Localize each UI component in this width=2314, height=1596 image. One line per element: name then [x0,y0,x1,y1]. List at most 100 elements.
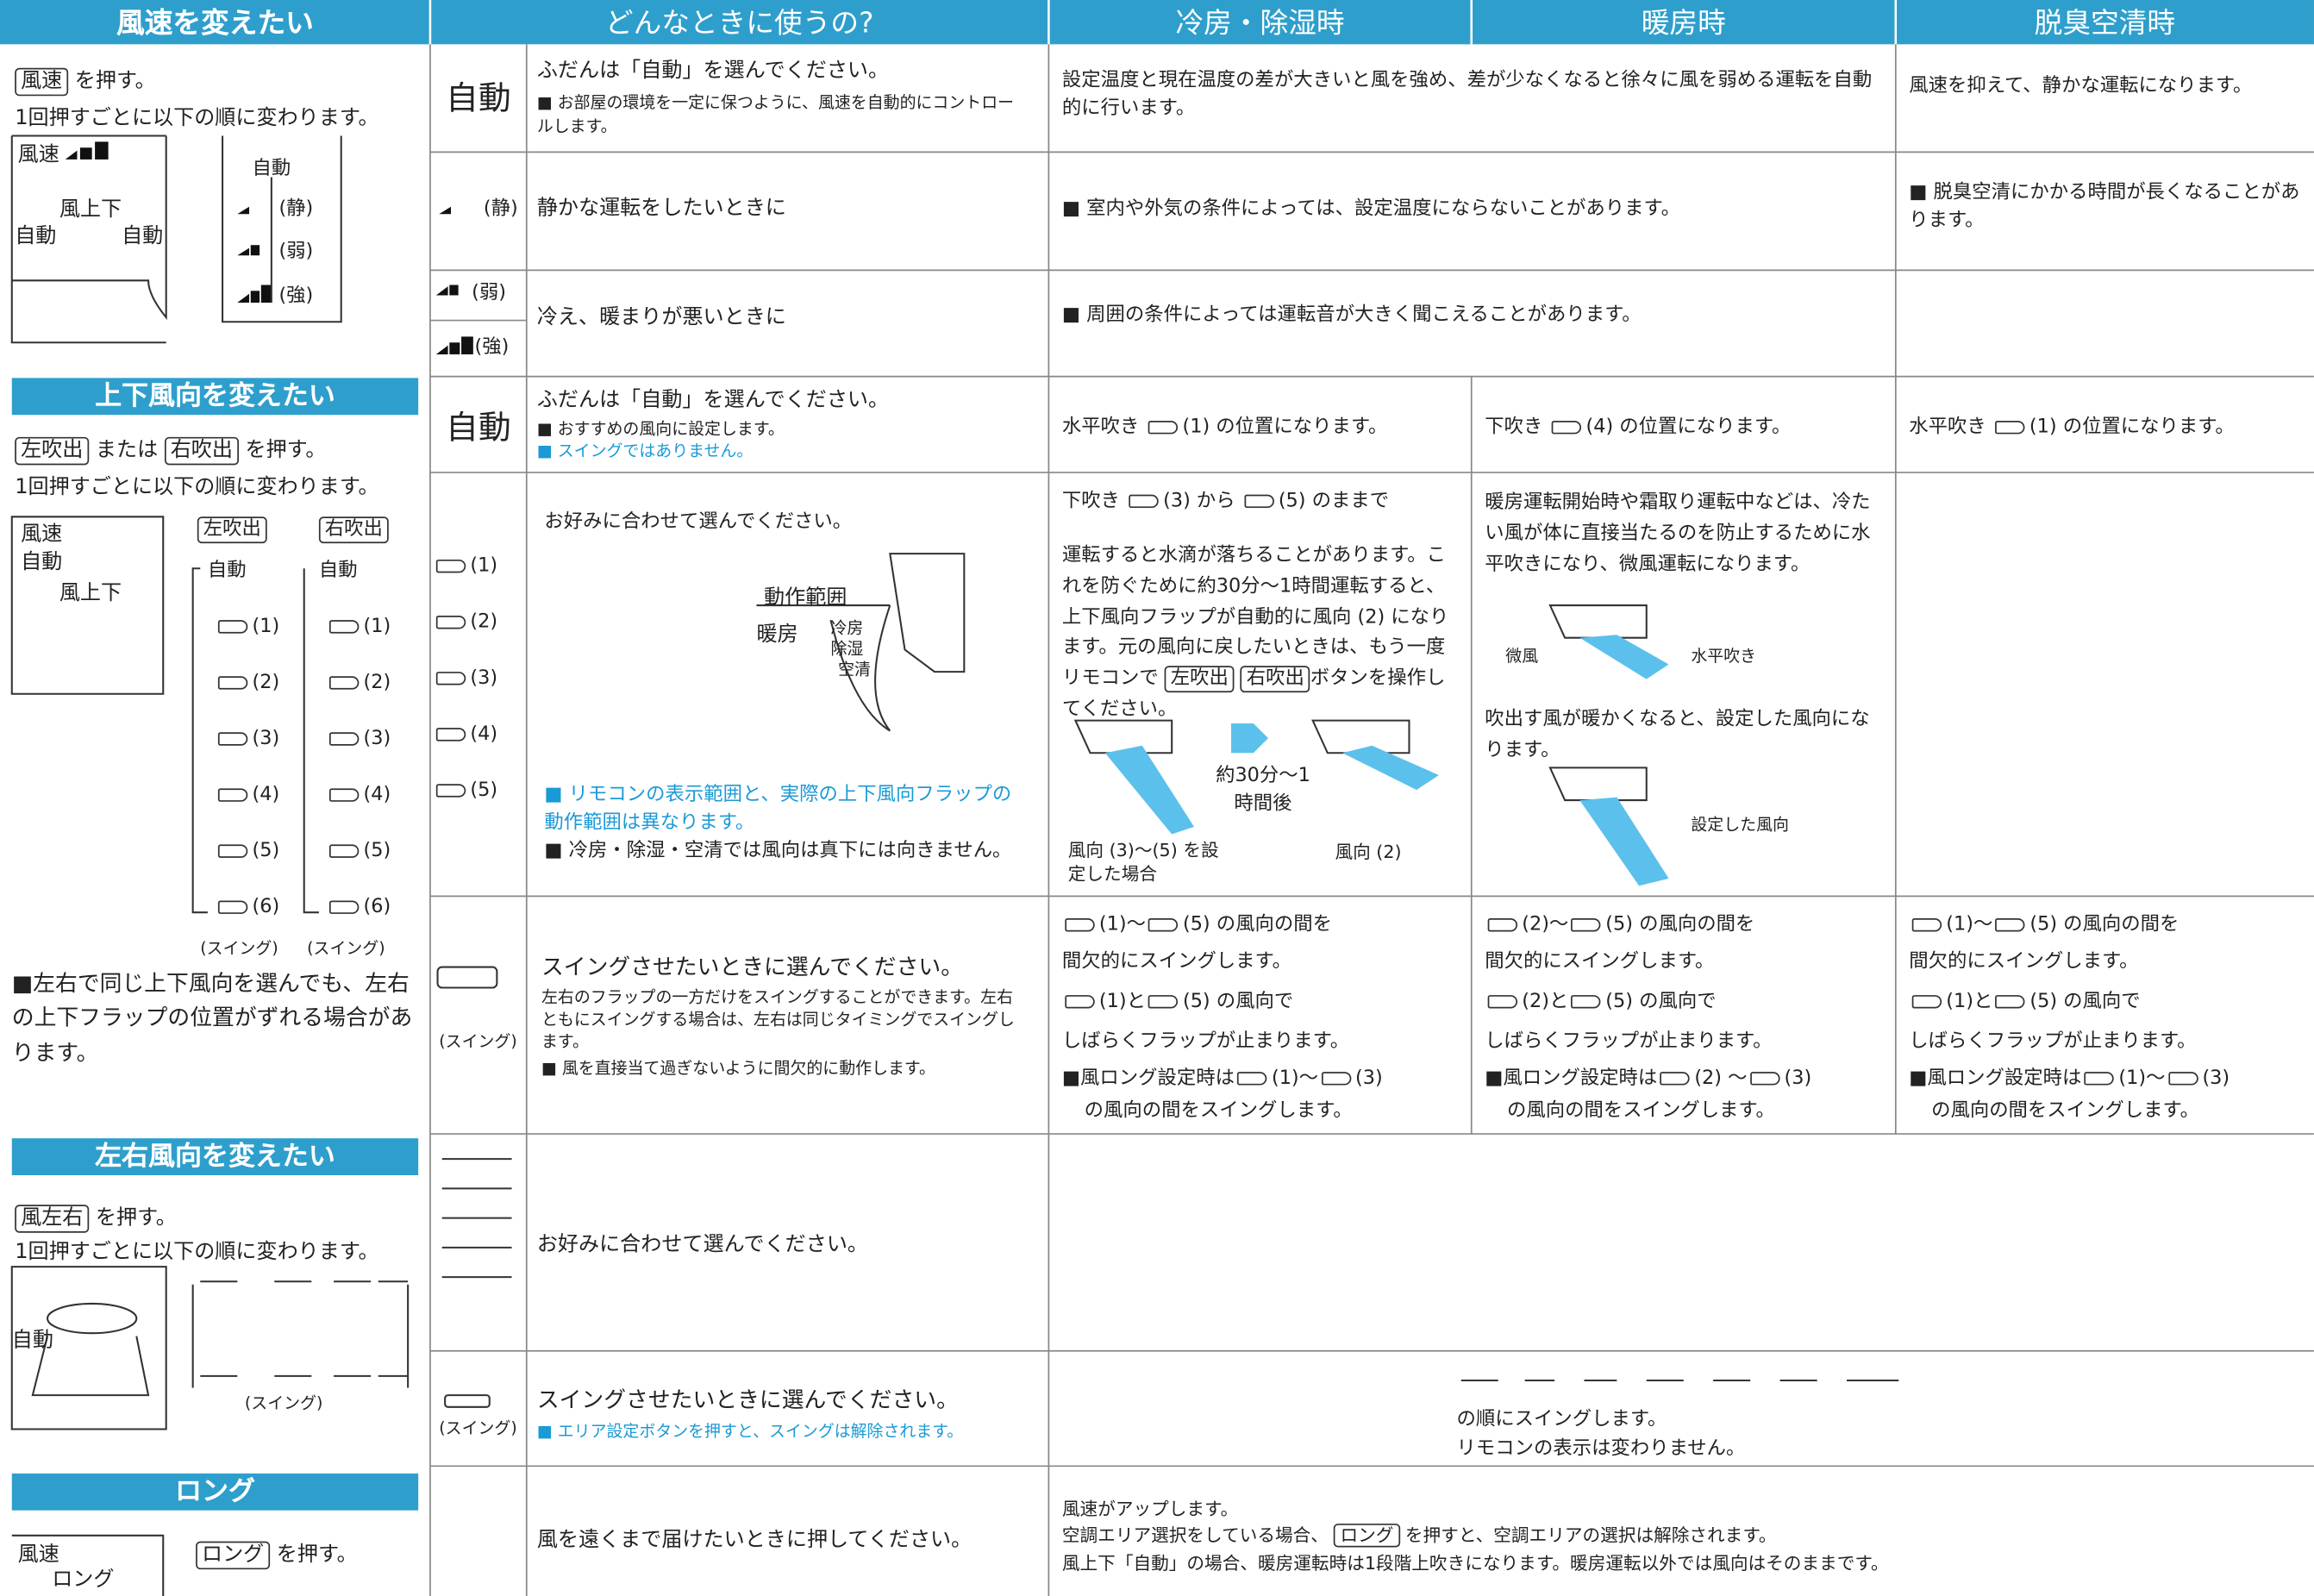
text: (1)～ [1098,913,1146,936]
swing-label: (スイング) [244,1393,323,1413]
cell-text: の順にスイングします。 [1456,1408,1667,1431]
icon [1551,421,1582,435]
position-label: (3) [433,666,497,693]
button-label: ロング [196,1541,271,1569]
sequence-item: (静) [278,197,314,221]
note: ■ リモコンの表示範囲と、実際の上下風向フラップの動作範囲は異なります。 [544,784,1012,835]
icon [217,844,248,858]
shape [65,150,78,160]
text: 下吹き [1485,416,1543,439]
shape [449,342,460,354]
icon [435,559,466,573]
usage: お好みに合わせて選んでください。 [544,510,853,534]
display-label: 自動 [122,224,164,248]
icon [1244,494,1274,509]
cell-text: 水平吹き (1) の位置になります。 [1062,415,1387,442]
text: (4) [470,723,498,746]
sequence-item: (6) [215,895,279,923]
figure-label: 風向 (2) [1335,842,1402,862]
cell-text: しばらくフラップが止まります。 [1909,1029,2196,1056]
cell-text: (1)～ (5) の風向の間を [1062,912,1332,940]
text: の風向の間をスイングします。 [1084,1099,1353,1123]
text: (4) の位置になります。 [1585,416,1792,439]
instruction: ロング を押す。 [196,1540,358,1570]
column-header: 冷房・除湿時 [1175,7,1345,41]
text: 自動 [207,559,247,582]
icon [1321,1072,1351,1086]
icon [2167,1072,2198,1086]
icon [1995,995,2026,1009]
text: (2)と [1522,990,1569,1013]
icon [217,788,248,802]
display-label: 風上下 [59,197,122,222]
cell-text: の風向の間をスイングします。 [1931,1098,2199,1126]
text: (5) の風向の間を [1182,913,1332,936]
mode-label: (弱) [472,282,506,304]
text: (3) から [1163,490,1235,513]
button-label: ロング [1334,1524,1400,1549]
sequence-item: (3) [327,726,391,754]
swing-label: (スイング) [307,939,385,959]
icon [1237,1072,1267,1086]
display-label: 風速 [17,1543,59,1567]
shape [10,135,1648,1596]
text: または [95,438,159,462]
icon [435,616,466,629]
text: (1) の位置になります。 [2029,416,2235,439]
text: (2) [252,672,280,694]
icon [2084,1072,2115,1086]
figure-label: 暖房 [756,623,798,647]
note: ■ エリア設定ボタンを押すと、スイングは解除されます。 [536,1421,964,1442]
display-label: 自動 [21,550,63,575]
text: 1回押すごとに以下の順に変わります。 [15,475,379,499]
mode-label: (強) [474,336,510,360]
shape [191,567,319,914]
icon [328,732,360,746]
shape [428,0,1898,45]
column-label: 右吹出 [318,516,389,544]
shape [0,0,2314,45]
shape [200,1158,512,1377]
column-label: 左吹出 [197,516,267,544]
shape [1073,604,1648,802]
position-label: (5) [433,778,497,805]
usage: ふだんは「自動」を選んでください。 [536,388,890,412]
text: (2) [363,672,391,694]
text: 運転すると水滴が落ちることがあります。これを防ぐために約30分～1時間運転すると… [1061,544,1449,690]
mode-label: (スイング) [439,1418,517,1438]
cell-text: 間欠的にスイングします。 [1909,949,2138,977]
cell-text: 吹出す風が暖かくなると、設定した風向になります。 [1485,708,1870,762]
text: 1回押すごとに以下の順に変わります。 [15,106,379,130]
text: しばらくフラップが止まります。 [1485,1030,1773,1053]
cell-text: ■ 脱臭空清にかかる時間が長くなることがあります。 [1909,181,2300,232]
text: (1) [363,616,391,638]
icon [1487,995,1518,1009]
usage: 風を遠くまで届けたいときに押してください。 [536,1528,973,1552]
cell-text: 間欠的にスイングします。 [1485,949,1714,977]
text: (2) ～ [1694,1067,1748,1090]
shape [79,147,92,160]
sequence-item: (5) [215,839,279,867]
text: (1)～ [1946,913,1993,936]
icon [328,844,360,858]
note: 左右のフラップの一方だけをスイングすることができます。左右ともにスイングする場合… [541,987,1015,1051]
sequence-item: (1) [215,614,279,642]
cell-text: (1)と (5) の風向で [1909,989,2141,1017]
cell-text: 暖房運転開始時や霜取り運転中などは、冷たい風が体に直接当たるのを防止するために水… [1485,491,1871,576]
text: 間欠的にスイングします。 [1485,950,1715,973]
note: ■ おすすめの風向に設定します。 [536,419,785,439]
icon [328,676,360,690]
figure-label: 空清 [838,660,871,679]
text: (2) [470,610,498,634]
figure-label: 除湿 [830,639,864,659]
section-title: 左右風向を変えたい [11,1138,419,1175]
text: (3) [252,728,280,750]
text: (3) [363,728,391,750]
text: ■風ロング設定時は [1061,1067,1235,1090]
text: しばらくフラップが止まります。 [1909,1030,2197,1053]
shape [461,336,473,354]
icon [1571,995,1602,1009]
usage: 静かな運転をしたいときに [536,196,786,221]
icon [435,672,466,685]
